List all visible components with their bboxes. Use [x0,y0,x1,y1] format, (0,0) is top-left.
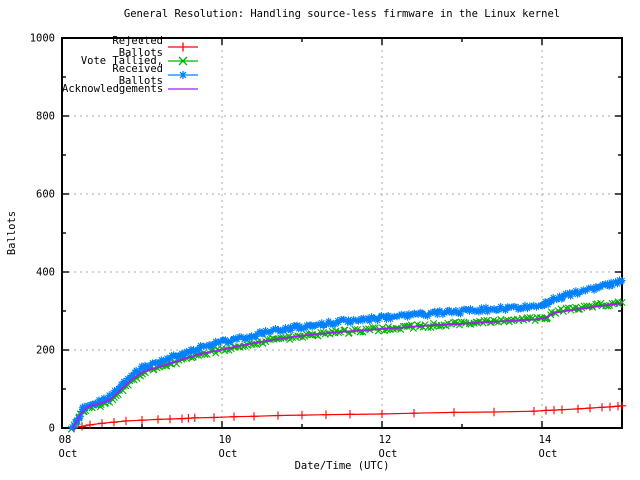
plus-marker-icon [168,42,198,52]
x-tick-label: 10 [219,434,232,446]
legend-item-label: Acknowledgements [62,83,164,95]
x-axis-label: Date/Time (UTC) [294,460,390,472]
x-tick-label: 12 [379,434,392,446]
legend-item: Acknowledgements [62,82,199,96]
y-tick-label: 1000 [30,33,55,45]
none-marker-icon [168,88,198,90]
legend-item: Rejected Ballots [62,35,199,59]
y-tick-label: 200 [36,345,55,357]
series-markers-2 [68,276,626,432]
series-line-3 [71,302,623,429]
legend-item-label: Received Ballots [112,63,163,87]
legend-item: Vote Tallied, [62,54,199,68]
x-tick-label: 08 [59,434,72,446]
legend-item-label: Vote Tallied, [80,55,163,67]
y-tick-label: 800 [36,111,55,123]
y-tick-label: 0 [49,423,55,435]
y-tick-label: 400 [36,267,55,279]
x-tick-label: 14 [539,434,552,446]
cross-marker-icon [168,56,198,66]
asterisk-marker-icon [168,71,198,79]
series-line-0 [73,405,623,429]
legend: Rejected Ballots Vote Tallied, Received Ba… [62,35,199,96]
chart-title: General Resolution: Handling source-less… [123,8,561,20]
x-tick-sublabel: Oct [219,448,238,460]
y-axis-label: Ballots [6,210,18,256]
legend-item-label: Rejected Ballots [112,35,163,59]
legend-item: Received Ballots [62,63,199,87]
series-line-2 [71,280,623,429]
x-tick-sublabel: Oct [539,448,558,460]
y-tick-label: 600 [36,189,55,201]
x-tick-sublabel: Oct [379,448,398,460]
x-tick-sublabel: Oct [59,448,78,460]
